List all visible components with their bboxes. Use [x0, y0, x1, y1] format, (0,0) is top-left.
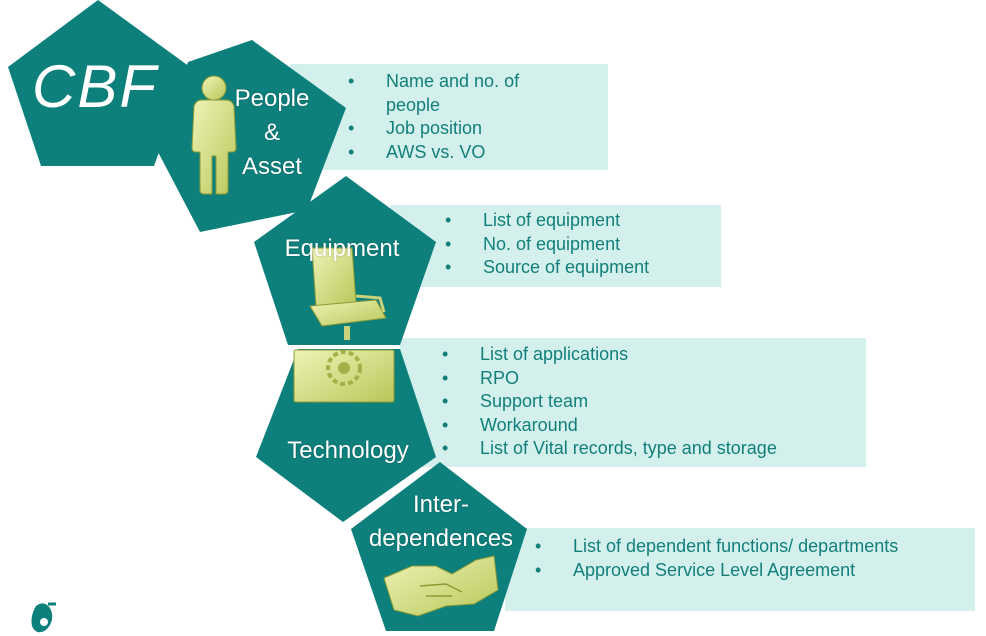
bullet-item: Source of equipment	[445, 256, 721, 280]
interdependences-label: Inter- dependences	[357, 488, 525, 556]
technology-label: Technology	[275, 434, 421, 468]
handshake-icon	[383, 555, 499, 617]
label-line: &	[263, 119, 280, 146]
bullet-item: List of Vital records, type and storage	[442, 437, 866, 461]
equipment-label: Equipment	[268, 232, 416, 266]
technology-details: List of applications RPO Support team Wo…	[400, 338, 866, 467]
bullet-item: No. of equipment	[445, 233, 721, 257]
bullet-item: List of equipment	[445, 209, 721, 233]
bullet-item: Job position	[348, 117, 563, 141]
cbf-pentagon	[8, 0, 190, 166]
people-asset-details: Name and no. of people Job position AWS …	[290, 64, 608, 170]
petronas-logo-icon	[31, 602, 56, 633]
bullet-item: AWS vs. VO	[348, 141, 563, 165]
gear-screen-icon	[293, 349, 395, 403]
bullet-item: Workaround	[442, 414, 866, 438]
label-line: Inter-	[412, 491, 469, 518]
bullet-item: RPO	[442, 367, 866, 391]
equipment-details: List of equipment No. of equipment Sourc…	[390, 205, 721, 287]
label-line: dependences	[368, 525, 514, 552]
office-chair-icon	[309, 247, 387, 340]
person-icon	[191, 75, 237, 195]
bullet-item: Name and no. of people	[348, 70, 563, 117]
bullet-item: Support team	[442, 390, 866, 414]
bullet-item: Approved Service Level Agreement	[535, 559, 915, 583]
label-line: Asset	[241, 153, 303, 180]
bullet-item: List of dependent functions/ departments	[535, 535, 915, 559]
label-line: Equipment	[284, 235, 400, 262]
cbf-title: CBF	[32, 53, 158, 120]
people-asset-label: People & Asset	[224, 82, 320, 184]
label-line: People	[234, 85, 310, 112]
bullet-item: List of applications	[442, 343, 866, 367]
label-line: Technology	[287, 437, 409, 464]
interdependences-details: List of dependent functions/ departments…	[505, 528, 975, 611]
